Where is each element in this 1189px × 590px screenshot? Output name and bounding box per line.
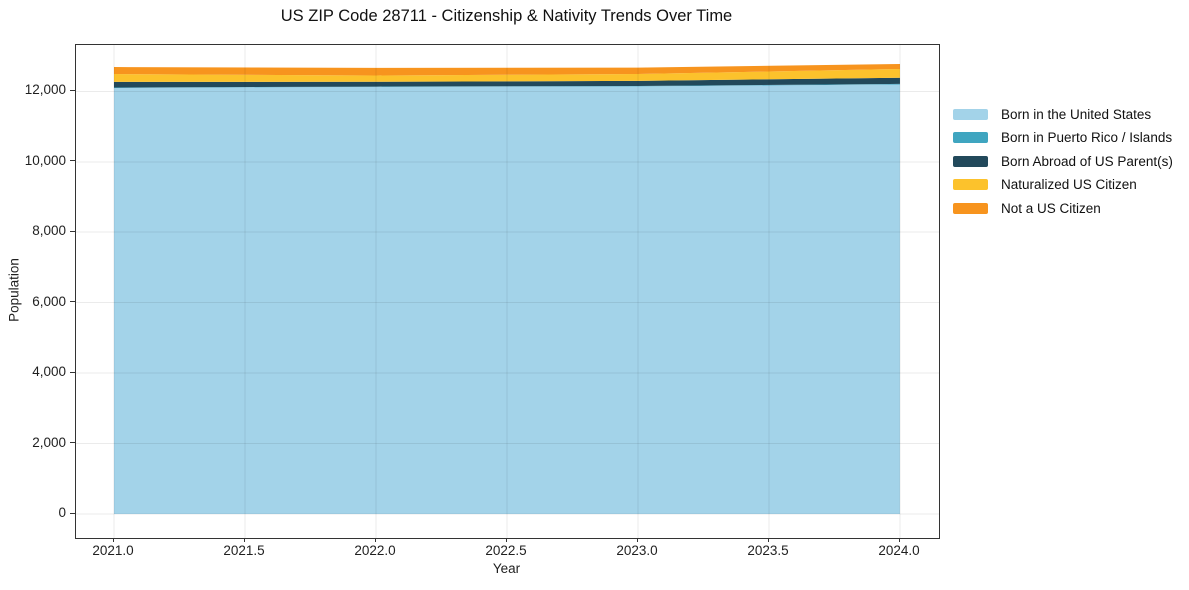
area-not-a-us-citizen <box>113 64 900 76</box>
y-tick-mark <box>70 512 75 514</box>
area-born-in-the-united-states <box>113 84 900 515</box>
legend-item-born-abroad-of-us-parent-s: Born Abroad of US Parent(s) <box>953 153 1173 169</box>
x-tick-label: 2022.5 <box>485 543 527 558</box>
gridlines <box>76 45 939 538</box>
legend-swatch <box>953 108 988 120</box>
stacked-area-plot <box>76 45 939 538</box>
y-tick-label: 0 <box>58 505 66 520</box>
legend-item-naturalized-us-citizen: Naturalized US Citizen <box>953 177 1173 192</box>
y-tick-mark <box>70 89 75 91</box>
y-tick-mark <box>70 230 75 232</box>
area-born-in-puerto-rico-islands <box>113 83 900 88</box>
y-tick-label: 4,000 <box>32 364 66 380</box>
legend-label: Not a US Citizen <box>1001 200 1101 216</box>
x-axis-label: Year <box>492 561 521 576</box>
legend: Born in the United States Born in Puerto … <box>953 106 1173 216</box>
legend-swatch <box>953 132 988 143</box>
x-tick-mark <box>898 538 900 542</box>
legend-swatch <box>953 202 988 214</box>
x-tick-label: 2021.0 <box>92 543 134 558</box>
legend-item-born-in-puerto-rico-islands: Born in Puerto Rico / Islands <box>953 130 1173 145</box>
y-tick-label: 2,000 <box>32 434 66 450</box>
y-tick-label: 10,000 <box>24 152 66 168</box>
legend-label: Born Abroad of US Parent(s) <box>1001 153 1173 169</box>
x-tick-mark <box>636 538 638 542</box>
legend-swatch <box>953 179 988 190</box>
x-tick-mark <box>374 538 376 542</box>
legend-item-born-in-the-united-states: Born in the United States <box>953 106 1173 122</box>
y-tick-mark <box>70 160 75 162</box>
plot-area <box>75 44 940 539</box>
y-tick-label: 6,000 <box>32 293 66 309</box>
legend-item-not-a-us-citizen: Not a US Citizen <box>953 200 1173 216</box>
x-tick-label: 2022.0 <box>354 543 396 558</box>
x-tick-label: 2023.5 <box>747 543 789 558</box>
y-tick-mark <box>70 301 75 303</box>
chart-title: US ZIP Code 28711 - Citizenship & Nativi… <box>280 7 733 25</box>
y-tick-mark <box>70 442 75 444</box>
legend-label: Naturalized US Citizen <box>1001 177 1137 192</box>
y-tick-mark <box>70 371 75 373</box>
legend-swatch <box>953 155 988 167</box>
legend-label: Born in Puerto Rico / Islands <box>1001 130 1173 145</box>
x-tick-mark <box>767 538 769 542</box>
x-tick-label: 2024.0 <box>878 543 920 558</box>
area-naturalized-us-citizen <box>113 68 900 82</box>
x-tick-mark <box>243 538 245 542</box>
y-tick-label: 12,000 <box>24 82 66 98</box>
x-tick-mark <box>112 538 114 542</box>
x-tick-mark <box>505 538 507 542</box>
y-axis-label: Population <box>6 258 22 322</box>
y-tick-label: 8,000 <box>32 223 66 239</box>
x-tick-label: 2021.5 <box>223 543 265 558</box>
area-born-abroad-of-us-parent-s <box>113 77 900 88</box>
legend-label: Born in the United States <box>1001 106 1152 122</box>
x-tick-label: 2023.0 <box>616 543 658 558</box>
